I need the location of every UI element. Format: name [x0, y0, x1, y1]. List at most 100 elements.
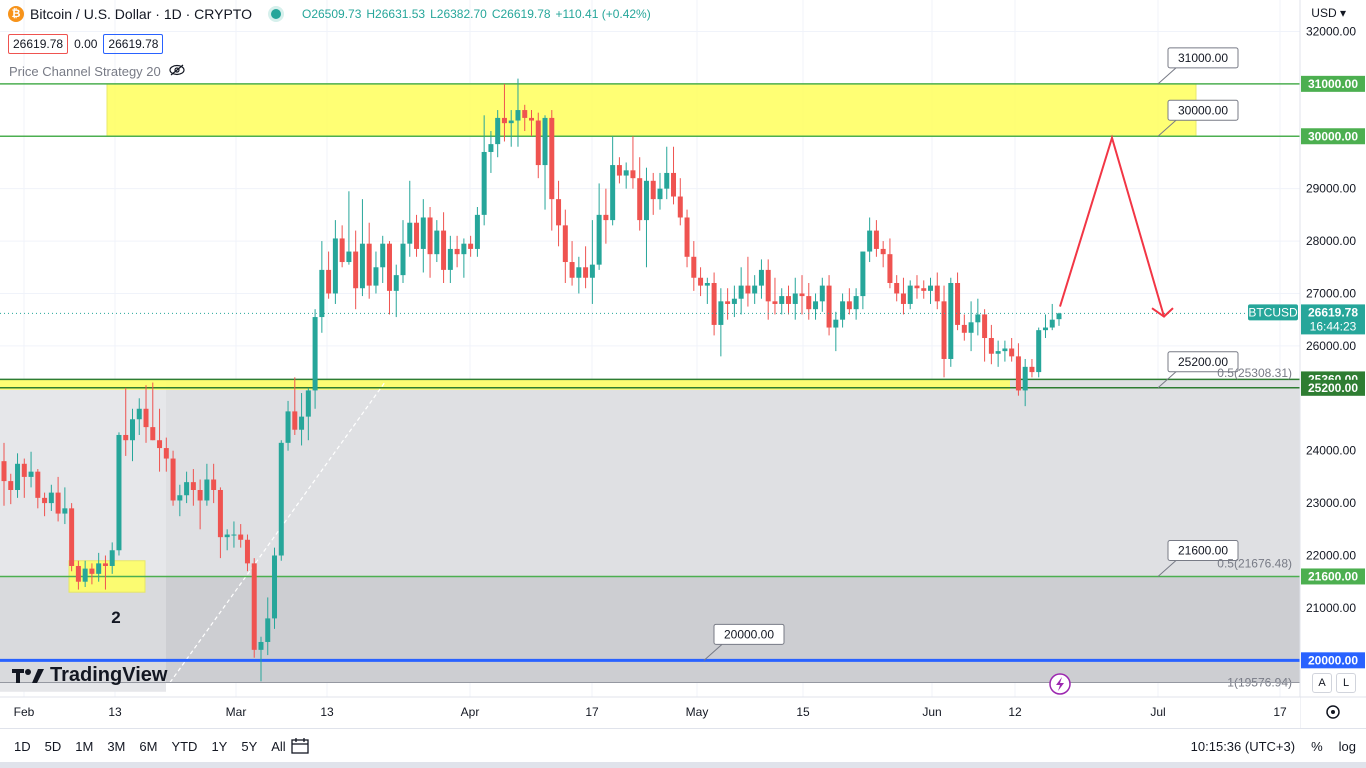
fib-trend-line: [169, 381, 386, 683]
candle-body: [312, 317, 318, 391]
time-tick-label: 17: [585, 705, 599, 719]
tradingview-mark-icon: [12, 668, 44, 683]
candle-body: [948, 282, 954, 359]
lightning-icon[interactable]: [1049, 673, 1071, 695]
callout-leader: [1157, 67, 1177, 85]
range-button-6m[interactable]: 6M: [139, 738, 158, 754]
buy-price-button[interactable]: 26619.78: [103, 34, 164, 54]
candle-body: [515, 110, 521, 121]
candle-body: [535, 120, 541, 166]
candle-body: [468, 243, 474, 249]
time-tick-label: Jun: [922, 705, 941, 719]
candle-body: [82, 568, 88, 582]
strategy-name: Price Channel Strategy 20: [9, 64, 161, 79]
support-zone: [0, 379, 1010, 390]
candle-body: [1022, 366, 1028, 391]
last-price-tag: [1301, 304, 1365, 335]
last-price-value: 26619.78: [1308, 305, 1358, 319]
candle-body: [508, 120, 514, 124]
range-button-1y[interactable]: 1Y: [211, 738, 228, 754]
percent-toggle[interactable]: %: [1311, 738, 1323, 754]
clock-time[interactable]: 10:15:36 (UTC+3): [1190, 738, 1296, 754]
candle-body: [454, 248, 460, 255]
range-button-all[interactable]: All: [271, 738, 286, 754]
candle-body: [62, 508, 68, 514]
symbol-title[interactable]: Bitcoin / U.S. Dollar · 1D · CRYPTO: [30, 6, 252, 22]
range-button-3m[interactable]: 3M: [107, 738, 126, 754]
candle-body: [380, 243, 386, 268]
range-button-5y[interactable]: 5Y: [241, 738, 258, 754]
candle-body: [1029, 366, 1035, 373]
candle-body: [846, 301, 852, 310]
candle-body: [961, 324, 967, 333]
price-tick-label: 28000.00: [1306, 234, 1356, 248]
candle-body: [785, 296, 791, 304]
spread-value: 0.00: [74, 37, 98, 51]
candle-body: [542, 117, 548, 166]
candle-body: [346, 251, 352, 263]
price-chart[interactable]: 31000.00 30000.00 25200.00 21600.00 20000.00…: [0, 0, 1366, 728]
ohlc-change: +110.41 (+0.42%): [555, 7, 651, 21]
candle-body: [1002, 348, 1008, 352]
candle-body: [299, 416, 305, 430]
price-callout-box: [713, 623, 785, 645]
candle-body: [1049, 319, 1055, 328]
candle-body: [873, 230, 879, 249]
eye-hidden-icon[interactable]: [169, 64, 185, 79]
time-tick-label: 13: [108, 705, 122, 719]
candle-body: [1015, 356, 1021, 391]
price-level-tag: [1301, 75, 1365, 92]
candle-body: [386, 243, 392, 291]
price-level-tag-label: 20000.00: [1308, 653, 1358, 667]
range-button-1m[interactable]: 1M: [75, 738, 94, 754]
wave-label: 2: [111, 608, 120, 627]
candle-body: [197, 489, 203, 501]
candle-body: [495, 117, 501, 145]
candle-body: [995, 351, 1001, 354]
candle-body: [55, 492, 61, 514]
candle-body: [420, 217, 426, 249]
strategy-legend[interactable]: Price Channel Strategy 20: [9, 64, 185, 79]
price-tick-label: 23000.00: [1306, 496, 1356, 510]
candle-body: [278, 442, 284, 556]
price-level-tag: [1301, 379, 1365, 396]
price-level-tag-label: 31000.00: [1308, 77, 1358, 91]
candle-body: [704, 282, 710, 286]
log-scale-letter-button[interactable]: L: [1336, 673, 1356, 693]
candle-body: [806, 296, 812, 310]
price-level-tag-label: 30000.00: [1308, 129, 1358, 143]
callout-leader: [703, 643, 723, 661]
candle-body: [745, 285, 751, 294]
range-button-5d[interactable]: 5D: [44, 738, 62, 754]
tradingview-logo: TradingView: [12, 664, 167, 687]
settings-gear-icon[interactable]: [1326, 705, 1340, 719]
candle-body: [603, 214, 609, 221]
sell-price-button[interactable]: 26619.78: [8, 34, 69, 54]
candle-body: [35, 471, 41, 498]
log-toggle[interactable]: log: [1338, 738, 1356, 754]
range-button-1d[interactable]: 1D: [14, 738, 31, 754]
chart-header: ₿ Bitcoin / U.S. Dollar · 1D · CRYPTO O2…: [8, 6, 651, 22]
candle-body: [353, 251, 359, 289]
candle-body: [143, 408, 149, 428]
range-button-ytd[interactable]: YTD: [171, 738, 198, 754]
price-level-tag-label: 21600.00: [1308, 569, 1358, 583]
candle-body: [292, 411, 298, 430]
calendar-icon[interactable]: [290, 737, 310, 758]
price-scale-bg: [1300, 0, 1366, 728]
candle-body: [102, 563, 108, 566]
auto-scale-button[interactable]: A: [1312, 673, 1332, 693]
candle-body: [157, 440, 163, 449]
price-tick-label: 26000.00: [1306, 339, 1356, 353]
price-callout-label: 30000.00: [1178, 103, 1228, 117]
candle-body: [671, 172, 677, 197]
candle-body: [332, 238, 338, 294]
candle-body: [813, 301, 819, 310]
range-buttons: 1D 5D 1M 3M 6M YTD 1Y 5Y All: [14, 739, 286, 754]
candle-body: [75, 565, 81, 582]
bitcoin-icon: ₿: [8, 6, 24, 22]
currency-select[interactable]: USD ▾: [1311, 6, 1346, 20]
candle-body: [1042, 327, 1048, 331]
candle-body: [217, 489, 223, 538]
candle-body: [488, 144, 494, 152]
